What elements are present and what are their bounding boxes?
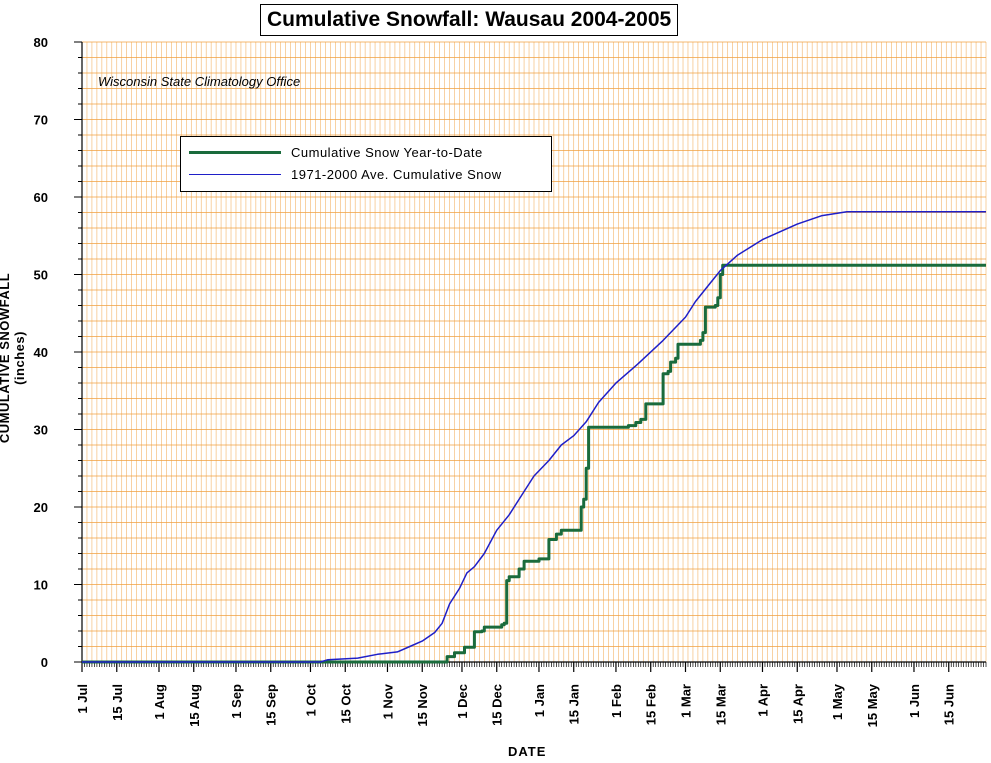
x-tick-label: 15 Mar xyxy=(713,684,728,725)
x-tick-label: 15 Apr xyxy=(790,684,805,724)
x-tick-label: 1 Mar xyxy=(678,684,693,718)
x-tick-label: 15 Jul xyxy=(110,684,125,721)
x-tick-label: 15 Jan xyxy=(567,684,582,725)
x-tick-label: 15 Oct xyxy=(338,683,353,723)
x-tick-label: 15 Sep xyxy=(264,684,279,726)
series-line-ytd xyxy=(82,263,986,664)
x-tick-label: 1 Apr xyxy=(755,684,770,717)
y-tick-label: 50 xyxy=(34,268,48,283)
x-tick-label: 15 Aug xyxy=(187,684,202,727)
legend: Cumulative Snow Year-to-Date 1971-2000 A… xyxy=(180,136,552,192)
legend-label-ytd: Cumulative Snow Year-to-Date xyxy=(291,144,483,160)
x-tick-label: 1 Dec xyxy=(455,684,470,719)
data-series xyxy=(82,210,986,664)
y-tick-label: 10 xyxy=(34,578,48,593)
x-ticks: 1 Jul 15 Jul 1 Aug 15 Aug 1 Sep 15 Sep 1 Oct 15… xyxy=(75,662,987,727)
x-tick-label: 1 Sep xyxy=(229,684,244,719)
x-tick-label: 1 May xyxy=(830,683,845,720)
x-tick-label: 15 Dec xyxy=(490,684,505,726)
x-tick-label: 15 Feb xyxy=(644,684,659,725)
x-tick-label: 1 Jun xyxy=(907,684,922,718)
y-axis-label: CUMULATIVE SNOWFALL (inches) xyxy=(0,272,27,444)
y-tick-label: 20 xyxy=(34,500,48,515)
x-tick-label: 1 Jan xyxy=(532,684,547,717)
legend-swatch-ytd xyxy=(189,150,281,154)
legend-label-average: 1971-2000 Ave. Cumulative Snow xyxy=(291,166,502,182)
y-tick-label: 40 xyxy=(34,345,48,360)
y-ticks: 0 10 20 30 40 50 60 70 80 xyxy=(34,35,82,670)
x-tick-label: 1 Oct xyxy=(303,683,318,716)
legend-swatch-average xyxy=(189,173,281,175)
y-tick-label: 70 xyxy=(34,113,48,128)
x-tick-label: 1 Nov xyxy=(380,683,395,719)
chart-title: Cumulative Snowfall: Wausau 2004-2005 xyxy=(260,4,679,36)
y-tick-label: 0 xyxy=(41,655,48,670)
legend-item-average: 1971-2000 Ave. Cumulative Snow xyxy=(189,165,502,183)
y-tick-label: 60 xyxy=(34,190,48,205)
x-tick-label: 15 Nov xyxy=(415,683,430,726)
x-tick-label: 1 Feb xyxy=(609,684,624,718)
legend-item-ytd: Cumulative Snow Year-to-Date xyxy=(189,143,483,161)
x-tick-label: 15 Jun xyxy=(942,684,957,725)
chart-subtitle: Wisconsin State Climatology Office xyxy=(98,74,301,89)
x-tick-label: 1 Aug xyxy=(152,684,167,720)
x-tick-label: 15 May xyxy=(865,683,880,727)
y-tick-label: 30 xyxy=(34,423,48,438)
series-line-average xyxy=(82,210,986,663)
x-tick-label: 1 Jul xyxy=(75,684,90,714)
y-tick-label: 80 xyxy=(34,35,48,50)
horizontal-gridlines xyxy=(82,41,986,663)
x-axis-label: DATE xyxy=(508,744,547,759)
